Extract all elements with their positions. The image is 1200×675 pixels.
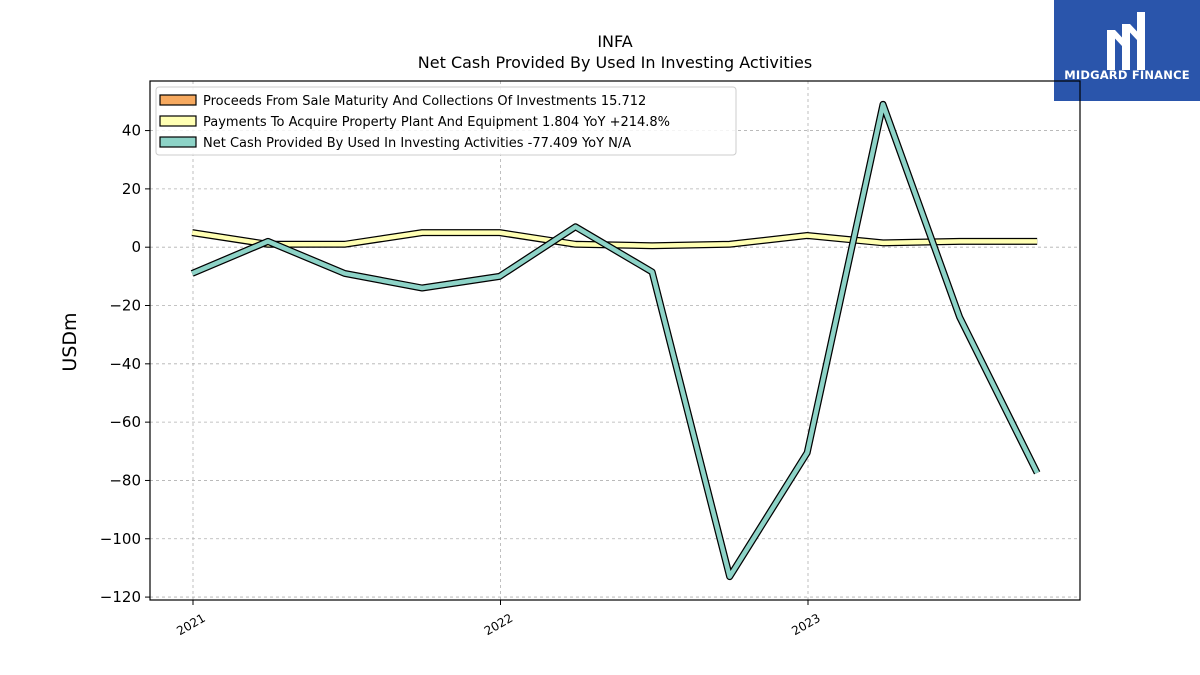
y-tick-label: 20 — [122, 180, 141, 198]
x-tick-label: 2022 — [482, 611, 515, 638]
legend-swatch-1 — [159, 115, 197, 127]
legend: Proceeds From Sale Maturity And Collecti… — [155, 86, 737, 156]
chart-title-line2: Net Cash Provided By Used In Investing A… — [417, 53, 813, 72]
y-tick-label: −100 — [100, 530, 141, 548]
plot-frame — [149, 80, 1081, 601]
x-tick-label: 2023 — [789, 611, 822, 638]
y-tick-label: −60 — [109, 413, 141, 431]
logo-mark-icon — [1107, 12, 1145, 70]
legend-box — [155, 86, 737, 156]
series-layer — [190, 100, 1041, 581]
series-line-1 — [191, 230, 1038, 248]
y-tick-label: 0 — [131, 238, 141, 256]
y-tick-label: −20 — [109, 297, 141, 315]
chart-title: INFA Net Cash Provided By Used In Invest… — [150, 31, 1080, 73]
logo-text: MIDGARD FINANCE — [1064, 68, 1190, 82]
y-axis: 40 20 0 −20 −40 −60 −80 −100 −120 — [100, 122, 150, 606]
y-axis-label: USDm — [59, 312, 81, 371]
y-tick-label: −40 — [109, 355, 141, 373]
y-tick-label: 40 — [122, 122, 141, 140]
legend-swatch-0 — [159, 94, 197, 106]
legend-entry-0: Proceeds From Sale Maturity And Collecti… — [203, 94, 646, 109]
x-axis: 2021 2022 2023 — [174, 600, 823, 638]
chart-title-line1: INFA — [597, 32, 633, 51]
y-tick-label: −80 — [109, 471, 141, 489]
logo: MIDGARD FINANCE — [1054, 0, 1200, 101]
x-tick-label: 2021 — [174, 611, 207, 638]
grid — [150, 81, 1080, 600]
legend-entry-2: Net Cash Provided By Used In Investing A… — [203, 136, 631, 151]
series-line-2 — [191, 102, 1040, 579]
legend-entry-1: Payments To Acquire Property Plant And E… — [203, 115, 670, 130]
y-tick-label: −120 — [100, 588, 141, 606]
legend-swatch-2 — [159, 136, 197, 148]
